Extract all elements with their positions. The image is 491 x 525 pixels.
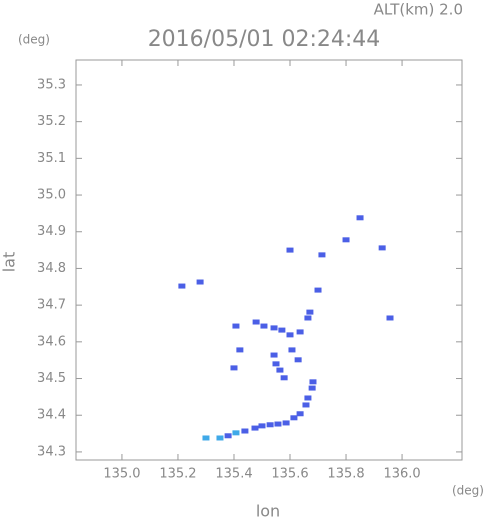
x-tick-label: 135.8 — [327, 467, 364, 482]
y-tick-label: 34.3 — [37, 444, 66, 459]
y-tick-label: 34.6 — [37, 334, 66, 349]
echo-cell — [304, 315, 312, 321]
echo-cell — [274, 421, 282, 427]
echo-cell — [296, 411, 304, 417]
echo-cell — [270, 352, 278, 358]
echo-cell — [309, 379, 317, 385]
echo-cell — [306, 309, 314, 315]
echo-cell — [356, 215, 364, 221]
echo-cell — [280, 375, 288, 381]
altitude-label: ALT(km) 2.0 — [374, 1, 463, 19]
y-tick-label: 34.4 — [37, 408, 66, 423]
x-tick-label: 136.0 — [383, 467, 420, 482]
x-tick-label: 135.0 — [103, 467, 140, 482]
echo-cell — [266, 422, 274, 428]
x-tick-label: 135.6 — [271, 467, 308, 482]
y-tick-label: 34.9 — [37, 224, 66, 239]
plot-frame — [75, 59, 463, 461]
echo-cell — [286, 332, 294, 338]
y-tick-label: 35.2 — [37, 114, 66, 129]
y-axis-label: lat — [0, 252, 19, 273]
echo-cell — [276, 367, 284, 373]
echo-cell — [224, 433, 232, 439]
echo-cell — [318, 252, 326, 258]
echo-cell — [236, 347, 244, 353]
echo-cell — [241, 428, 249, 434]
echo-cell — [260, 323, 268, 329]
echo-cell — [251, 425, 259, 431]
x-tick-label: 135.4 — [215, 467, 252, 482]
echo-cell — [286, 247, 294, 253]
x-tick-label: 135.2 — [159, 467, 196, 482]
echo-cell — [296, 329, 304, 335]
echo-cell — [308, 385, 316, 391]
echo-cell — [282, 420, 290, 426]
y-tick-label: 34.5 — [37, 371, 66, 386]
echo-cell — [202, 435, 210, 441]
echo-cell — [294, 357, 302, 363]
echo-cell — [272, 361, 280, 367]
y-tick-label: 34.8 — [37, 261, 66, 276]
echo-cell — [304, 395, 312, 401]
y-tick-label: 35.3 — [37, 77, 66, 92]
y-tick-label: 35.0 — [37, 188, 66, 203]
echo-cell — [232, 430, 240, 436]
echo-cell — [278, 327, 286, 333]
y-unit: (deg) — [18, 33, 50, 47]
echo-cell — [314, 287, 322, 293]
echo-cell — [258, 423, 266, 429]
echo-cell — [270, 325, 278, 331]
x-axis-label: lon — [256, 502, 280, 521]
chart-title: 2016/05/01 02:24:44 — [148, 27, 381, 52]
echo-cell — [378, 245, 386, 251]
echo-cell — [196, 279, 204, 285]
y-tick-label: 34.7 — [37, 298, 66, 313]
echo-cell — [178, 283, 186, 289]
echo-cell — [230, 365, 238, 371]
echo-cell — [288, 347, 296, 353]
echo-cell — [216, 435, 224, 441]
x-unit: (deg) — [452, 484, 484, 498]
echo-cell — [290, 415, 298, 421]
echo-cell — [232, 323, 240, 329]
y-tick-label: 35.1 — [37, 151, 66, 166]
echo-cell — [342, 237, 350, 243]
echo-cell — [302, 402, 310, 408]
echo-cell — [386, 315, 394, 321]
echo-cell — [252, 319, 260, 325]
